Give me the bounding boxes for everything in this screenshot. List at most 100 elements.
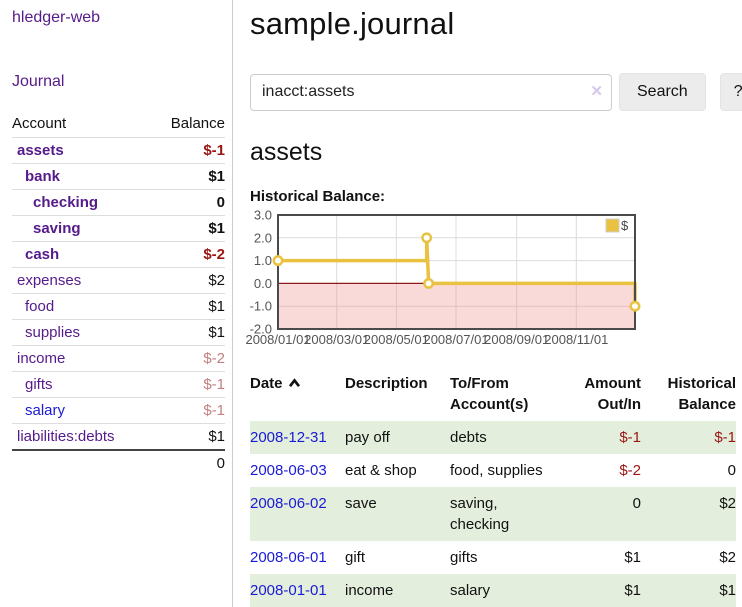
transaction-balance: $2	[719, 549, 736, 566]
legend-label: $	[621, 218, 629, 233]
transaction-row[interactable]: 2008-12-31 pay off debts $-1 $-1	[250, 421, 736, 454]
accounts-total-balance: 0	[216, 455, 225, 472]
transaction-row[interactable]: 2008-01-01 income salary $1 $1	[250, 574, 736, 607]
account-row: checking 0	[12, 189, 225, 216]
account-link-food[interactable]: food	[25, 298, 55, 315]
transaction-date-link[interactable]: 2008-06-03	[250, 462, 327, 479]
sidebar-item-journal[interactable]: Journal	[12, 73, 65, 90]
y-axis-tick-label: 1.0	[254, 253, 272, 268]
account-balance: $1	[208, 428, 225, 445]
account-link-supplies[interactable]: supplies	[25, 324, 81, 341]
transaction-description: gift	[345, 549, 366, 566]
transaction-date-link[interactable]: 2008-12-31	[250, 429, 327, 446]
accounts-table: Account Balance assets $-1 bank $1 checking 0…	[12, 112, 225, 476]
help-button[interactable]: ?	[719, 73, 742, 111]
register-header-balance: Historical Balance	[667, 375, 736, 413]
transaction-balance: $2	[719, 495, 736, 512]
account-row: gifts $-1	[12, 371, 225, 398]
account-balance: $-1	[203, 142, 225, 159]
legend-swatch	[605, 218, 620, 233]
account-row: assets $-1	[12, 137, 225, 164]
register-header-accounts: To/From Account(s)	[450, 375, 529, 413]
sort-asc-icon	[288, 378, 300, 388]
chart-title: Historical Balance:	[250, 188, 386, 205]
account-row: saving $1	[12, 215, 225, 242]
x-axis-tick-label: 2008/09/01	[484, 332, 549, 347]
transaction-row[interactable]: 2008-06-03 eat & shop food, supplies $-2 0	[250, 454, 736, 487]
account-balance: 0	[216, 194, 225, 211]
transaction-row[interactable]: 2008-06-01 gift gifts $1 $2	[250, 541, 736, 574]
accounts-header-balance: Balance	[170, 115, 225, 132]
data-point-marker	[421, 232, 433, 244]
accounts-header-row: Account Balance	[12, 112, 225, 138]
account-row: food $1	[12, 293, 225, 320]
account-link-expenses[interactable]: expenses	[17, 272, 82, 289]
register-header-row: Date Description To/From Account(s) Amou…	[250, 371, 736, 421]
chart-canvas: $3.0 2.0 1.0 0.0 -1.0 -2.02008/01/012008/03/0…	[245, 208, 641, 347]
transaction-date-link[interactable]: 2008-06-01	[250, 549, 327, 566]
clear-search-icon[interactable]: ✕	[590, 82, 603, 100]
transaction-description: income	[345, 582, 394, 599]
main-content: sample.journal ✕ Search ? assets Histori…	[233, 0, 742, 607]
y-axis-tick-label: -2.0	[250, 322, 272, 337]
account-balance: $-1	[203, 376, 225, 393]
account-balance: $-1	[203, 402, 225, 419]
account-link-bank[interactable]: bank	[25, 168, 61, 185]
transaction-row[interactable]: 2008-06-02 save saving, checking 0 $2	[250, 487, 736, 541]
account-balance: $-2	[203, 246, 225, 263]
transaction-date-link[interactable]: 2008-06-02	[250, 495, 327, 512]
transaction-description: eat & shop	[345, 462, 417, 479]
x-axis-tick-label: 2008/11/01	[544, 332, 608, 347]
brand-link[interactable]: hledger-web	[12, 9, 101, 26]
transaction-accounts: gifts	[450, 549, 478, 566]
register-header-amount: Amount Out/In	[584, 375, 641, 413]
account-link-assets[interactable]: assets	[17, 142, 64, 159]
transaction-accounts: food, supplies	[450, 462, 543, 479]
account-balance: $1	[208, 298, 225, 315]
account-balance: $2	[208, 272, 225, 289]
account-link-cash[interactable]: cash	[25, 246, 60, 263]
search-button[interactable]: Search	[619, 73, 706, 111]
y-axis-tick-label: 2.0	[254, 230, 272, 245]
transaction-description: pay off	[345, 429, 390, 446]
x-axis-tick-label: 2008/03/01	[304, 332, 369, 347]
historical-balance-chart: $3.0 2.0 1.0 0.0 -1.0 -2.0 2008/01/01 2008/03/0…	[245, 208, 742, 352]
account-link-salary[interactable]: salary	[25, 402, 66, 419]
account-row: expenses $2	[12, 267, 225, 294]
register-header-date[interactable]: Date	[250, 371, 345, 421]
transaction-date-link[interactable]: 2008-01-01	[250, 582, 327, 599]
transaction-balance: $1	[719, 582, 736, 599]
transaction-balance: $-1	[714, 429, 736, 446]
register-header-description: Description	[345, 375, 428, 392]
account-balance: $-2	[203, 350, 225, 367]
search-form: ✕ Search ?	[250, 73, 742, 111]
data-point-marker	[423, 277, 435, 289]
accounts-header-account: Account	[12, 115, 67, 132]
x-axis-tick-label: 2008/07/01	[423, 332, 488, 347]
account-link-income[interactable]: income	[17, 350, 66, 367]
account-row: cash $-2	[12, 241, 225, 268]
search-input[interactable]	[250, 73, 612, 111]
page-title: sample.journal	[250, 6, 455, 41]
account-row: bank $1	[12, 163, 225, 190]
data-point-marker	[272, 255, 284, 267]
transaction-balance: 0	[727, 462, 736, 479]
transaction-accounts: salary	[450, 582, 491, 599]
transaction-amount: $1	[624, 549, 641, 566]
account-link-checking[interactable]: checking	[33, 194, 99, 211]
transaction-amount: 0	[632, 495, 641, 512]
account-link-liabilities-debts[interactable]: liabilities:debts	[17, 428, 115, 445]
account-row: supplies $1	[12, 319, 225, 346]
account-link-gifts[interactable]: gifts	[25, 376, 53, 393]
chart-frame	[277, 214, 636, 330]
account-balance: $1	[208, 168, 225, 185]
x-axis-tick-label: 2008/01/01	[245, 332, 310, 347]
account-link-saving[interactable]: saving	[33, 220, 81, 237]
transaction-amount: $1	[624, 582, 641, 599]
x-axis-tick-label: 2008/05/01	[364, 332, 429, 347]
account-heading: assets	[250, 138, 323, 166]
transaction-accounts: saving, checking	[450, 495, 510, 533]
accounts-total-row: 0	[12, 450, 225, 476]
data-point-marker	[629, 300, 641, 312]
